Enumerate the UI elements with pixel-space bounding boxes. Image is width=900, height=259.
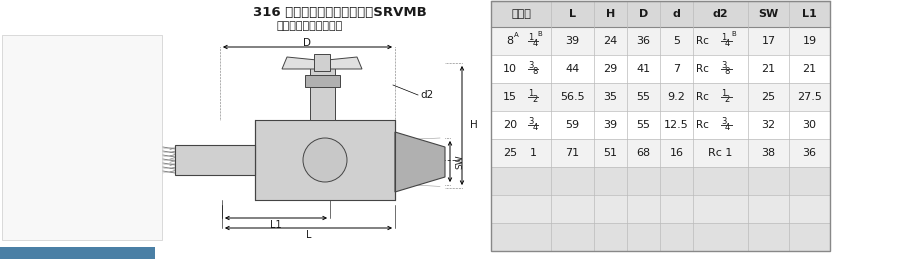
Text: （レデューストボア）: （レデューストボア） (277, 21, 343, 31)
Text: 56.5: 56.5 (560, 92, 585, 102)
Text: 7: 7 (673, 64, 680, 74)
Text: 3: 3 (528, 61, 534, 70)
Text: 15: 15 (503, 92, 517, 102)
Text: 36: 36 (803, 148, 816, 158)
Circle shape (303, 138, 347, 182)
Text: 4: 4 (533, 124, 537, 133)
Text: 10: 10 (503, 64, 517, 74)
Text: 3: 3 (721, 61, 726, 70)
Text: L: L (569, 9, 576, 19)
Bar (491, 1, 830, 27)
Text: 8: 8 (507, 36, 514, 46)
Text: Rc: Rc (697, 92, 713, 102)
Text: Rc: Rc (697, 64, 713, 74)
Text: 2: 2 (533, 96, 537, 104)
Text: 4: 4 (533, 40, 537, 48)
Bar (491, 167, 830, 195)
Polygon shape (327, 57, 362, 69)
Bar (491, 1, 830, 251)
Bar (491, 223, 830, 251)
Bar (491, 83, 830, 111)
Text: H: H (470, 120, 478, 131)
Text: 38: 38 (761, 148, 776, 158)
Bar (310, 60, 335, 120)
Text: d: d (672, 9, 680, 19)
Text: 29: 29 (603, 64, 617, 74)
Text: SW: SW (759, 9, 778, 19)
Bar (491, 195, 830, 223)
Text: L1: L1 (270, 220, 282, 230)
Text: A: A (514, 32, 518, 38)
Text: 4: 4 (724, 40, 730, 48)
Text: Rc: Rc (697, 120, 713, 130)
Text: 1: 1 (721, 33, 726, 42)
Text: 8: 8 (724, 68, 730, 76)
Text: 17: 17 (761, 36, 776, 46)
Text: 2: 2 (724, 96, 730, 104)
Bar (491, 111, 830, 139)
Text: 1: 1 (528, 33, 534, 42)
Text: 3: 3 (721, 118, 726, 126)
Bar (2, 35, 162, 240)
Bar (255, 120, 395, 200)
Bar (491, 27, 830, 55)
Text: 68: 68 (636, 148, 651, 158)
Text: D: D (639, 9, 648, 19)
Text: 44: 44 (565, 64, 580, 74)
Text: H: H (606, 9, 615, 19)
Text: B: B (537, 31, 543, 37)
Bar (0, 247, 155, 259)
Text: 59: 59 (565, 120, 580, 130)
Text: Rc 1: Rc 1 (708, 148, 733, 158)
Bar (175, 145, 255, 175)
Text: 12.5: 12.5 (664, 120, 689, 130)
Text: 316 ねじ込みボールバルブ　SRVMB: 316 ねじ込みボールバルブ SRVMB (253, 6, 427, 19)
Text: L1: L1 (802, 9, 817, 19)
Text: 1: 1 (528, 90, 534, 98)
Text: d: d (366, 160, 373, 170)
Bar (491, 55, 830, 83)
Text: 20: 20 (503, 120, 517, 130)
Text: 4: 4 (724, 124, 730, 133)
Text: 55: 55 (636, 120, 651, 130)
Text: 32: 32 (761, 120, 776, 130)
Bar (314, 54, 330, 71)
Text: 1: 1 (721, 90, 726, 98)
Text: 25: 25 (503, 148, 517, 158)
Text: 30: 30 (803, 120, 816, 130)
Text: d2: d2 (713, 9, 728, 19)
Text: Rc: Rc (697, 36, 713, 46)
Text: 41: 41 (636, 64, 651, 74)
Text: SW: SW (455, 154, 464, 169)
Text: 1: 1 (529, 148, 536, 158)
Text: 55: 55 (636, 92, 651, 102)
Text: 36: 36 (636, 36, 651, 46)
Text: 25: 25 (761, 92, 776, 102)
Text: 19: 19 (803, 36, 816, 46)
Text: 27.5: 27.5 (797, 92, 822, 102)
Bar (305, 75, 340, 87)
Text: B: B (731, 31, 736, 37)
Text: D: D (303, 38, 311, 48)
Text: 16: 16 (670, 148, 683, 158)
Text: 21: 21 (803, 64, 816, 74)
Bar (491, 139, 830, 167)
Text: L: L (306, 230, 311, 240)
Text: 呼び径: 呼び径 (511, 9, 531, 19)
Polygon shape (282, 57, 317, 69)
Text: 51: 51 (604, 148, 617, 158)
Text: 5: 5 (673, 36, 680, 46)
Text: 71: 71 (565, 148, 580, 158)
Text: 3: 3 (528, 118, 534, 126)
Polygon shape (395, 132, 445, 192)
Text: d2: d2 (420, 90, 433, 100)
Text: 39: 39 (565, 36, 580, 46)
Text: 9.2: 9.2 (668, 92, 686, 102)
Text: 35: 35 (604, 92, 617, 102)
Text: 8: 8 (532, 68, 537, 76)
Text: 39: 39 (603, 120, 617, 130)
Text: 24: 24 (603, 36, 617, 46)
Text: 21: 21 (761, 64, 776, 74)
